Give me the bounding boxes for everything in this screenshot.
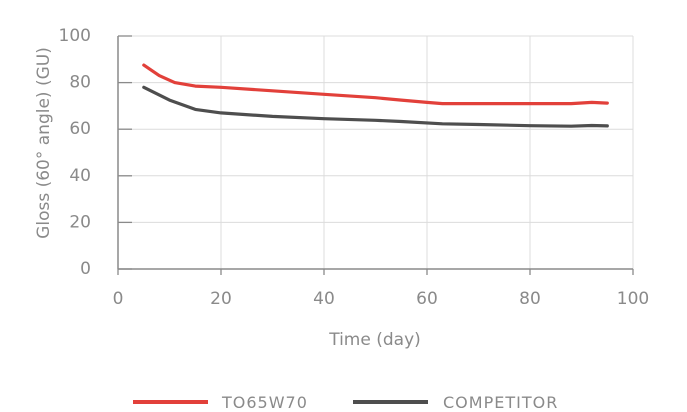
x-axis-title: Time (day) — [328, 330, 421, 350]
series-line-competitor — [142, 85, 609, 128]
x-tick-label: 100 — [617, 289, 649, 309]
x-tick-label: 40 — [313, 289, 335, 309]
x-tick-label: 80 — [519, 289, 541, 309]
legend-label-competitor: COMPETITOR — [443, 393, 558, 412]
x-tick-label: 0 — [113, 289, 124, 309]
series-line-to65w70 — [142, 63, 609, 106]
y-tick-label: 80 — [69, 73, 91, 93]
x-tick-label: 60 — [416, 289, 438, 309]
y-tick-labels: 0 20 40 60 80 100 — [59, 26, 91, 279]
y-axis-title: Gloss (60° angle) (GU) — [34, 47, 54, 239]
y-tick-label: 40 — [69, 166, 91, 186]
series-lines — [142, 63, 609, 128]
x-tick-labels: 0 20 40 60 80 100 — [113, 289, 650, 309]
y-tick-label: 60 — [69, 119, 91, 139]
x-tick-label: 20 — [210, 289, 232, 309]
legend: TO65W70 COMPETITOR — [133, 393, 558, 412]
axes — [117, 35, 634, 275]
legend-label-to65w70: TO65W70 — [221, 393, 308, 412]
y-tick-label: 20 — [69, 212, 91, 232]
y-tick-label: 0 — [80, 259, 91, 279]
y-tick-label: 100 — [59, 26, 91, 46]
gridlines — [118, 35, 634, 269]
